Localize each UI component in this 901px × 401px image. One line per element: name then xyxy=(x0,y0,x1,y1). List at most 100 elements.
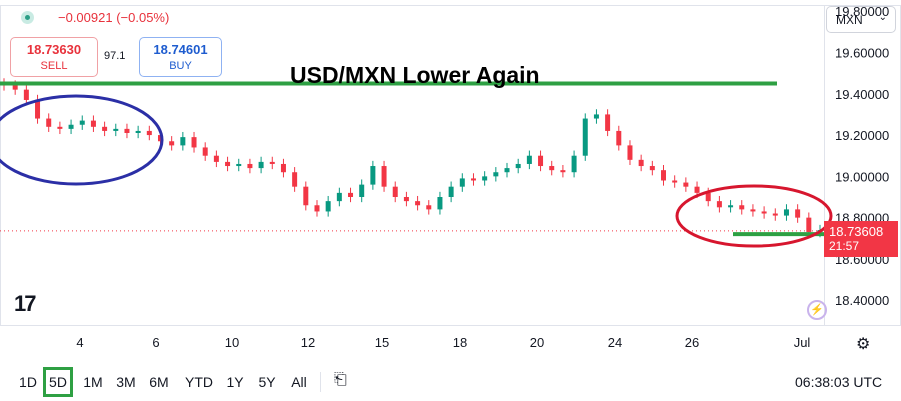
candle-body xyxy=(325,201,331,212)
x-tick-label: 20 xyxy=(530,335,544,350)
candle-body xyxy=(146,130,152,136)
candle-body xyxy=(269,161,275,164)
chart-frame xyxy=(0,5,901,326)
x-tick-label: 12 xyxy=(301,335,315,350)
utc-clock[interactable]: 06:38:03 UTC xyxy=(795,374,883,390)
range-button-all[interactable]: All xyxy=(291,374,307,390)
candle-body xyxy=(370,166,376,185)
candle-body xyxy=(23,89,29,100)
range-button-ytd[interactable]: YTD xyxy=(185,374,213,390)
buy-label: BUY xyxy=(169,60,192,72)
candle-body xyxy=(504,168,510,173)
candle-body xyxy=(12,85,18,90)
candle-body xyxy=(180,137,186,146)
range-button-1d[interactable]: 1D xyxy=(19,374,37,390)
candle-body xyxy=(672,180,678,183)
candle-body xyxy=(616,130,622,146)
y-tick-label: 19.00000 xyxy=(835,169,889,184)
candle-body xyxy=(493,172,499,177)
toolbar-divider xyxy=(320,372,321,392)
candle-body xyxy=(102,126,108,131)
candle-body xyxy=(772,213,778,216)
spread-value: 97.1 xyxy=(104,50,126,62)
range-button-5d[interactable]: 5D xyxy=(43,367,73,397)
candle-body xyxy=(348,192,354,197)
candle-body xyxy=(459,178,465,187)
candle-body xyxy=(403,197,409,202)
lightning-icon[interactable]: ⚡ xyxy=(807,300,827,320)
sell-button[interactable]: 18.73630 SELL xyxy=(10,37,98,77)
candle-body xyxy=(79,120,85,125)
candle-body xyxy=(482,176,488,181)
candle-body xyxy=(515,163,521,169)
range-button-5y[interactable]: 5Y xyxy=(258,374,276,390)
candle-body xyxy=(683,182,689,187)
highlight-circle-blue xyxy=(0,94,164,186)
x-tick-label: 18 xyxy=(453,335,467,350)
candle-body xyxy=(649,166,655,171)
candle-body xyxy=(783,209,789,216)
x-tick-label: 24 xyxy=(608,335,622,350)
candle-body xyxy=(113,128,119,131)
candle-body xyxy=(336,192,342,202)
candle-body xyxy=(303,186,309,206)
range-button-6m[interactable]: 6M xyxy=(149,374,169,390)
gear-icon[interactable]: ⚙ xyxy=(856,336,871,353)
chart-annotation-title: USD/MXN Lower Again xyxy=(290,62,540,88)
range-button-3m[interactable]: 3M xyxy=(116,374,136,390)
candle-body xyxy=(236,163,242,167)
buy-button[interactable]: 18.74601 BUY xyxy=(139,37,222,77)
calendar-icon[interactable]: ⎗ xyxy=(334,371,347,388)
candle-body xyxy=(470,178,476,181)
y-tick-label: 19.80000 xyxy=(835,4,889,19)
candle-body xyxy=(247,163,253,169)
candle-body xyxy=(750,209,756,212)
candle-body xyxy=(415,201,421,206)
tradingview-logo[interactable]: 17 xyxy=(14,291,37,316)
candle-body xyxy=(46,118,52,127)
candle-body xyxy=(35,99,41,119)
candle-body xyxy=(571,155,577,173)
candle-body xyxy=(213,155,219,162)
last-price-value: 18.73608 xyxy=(829,224,884,239)
currency-select[interactable]: MXN ⌄ xyxy=(826,6,896,33)
x-tick-label: 26 xyxy=(685,335,699,350)
candle-body xyxy=(605,114,611,131)
x-tick-label: 10 xyxy=(225,335,239,350)
buy-price: 18.74601 xyxy=(153,42,208,57)
candle-body xyxy=(90,120,96,127)
market-status-dot xyxy=(21,11,34,24)
candle-body xyxy=(739,205,745,210)
y-tick-label: 19.40000 xyxy=(835,87,889,102)
candle-body xyxy=(549,166,555,171)
candle-body xyxy=(705,192,711,202)
y-tick-label: 19.20000 xyxy=(835,128,889,143)
candle-body xyxy=(728,205,734,208)
candle-body xyxy=(538,155,544,167)
y-tick-label: 19.60000 xyxy=(835,45,889,60)
candle-body xyxy=(191,137,197,148)
range-button-1m[interactable]: 1M xyxy=(83,374,103,390)
candle-body xyxy=(124,128,130,133)
candle-body xyxy=(135,130,141,133)
candle-body xyxy=(292,172,298,187)
candle-body xyxy=(359,184,365,197)
candle-body xyxy=(57,126,63,129)
range-button-1y[interactable]: 1Y xyxy=(226,374,244,390)
candle-body xyxy=(448,186,454,197)
candle-body xyxy=(661,170,667,181)
candle-body xyxy=(638,159,644,167)
candle-body xyxy=(761,211,767,214)
candle-body xyxy=(202,147,208,156)
candle-body xyxy=(314,205,320,212)
candle-body xyxy=(68,124,74,129)
chevron-down-icon: ⌄ xyxy=(878,12,887,23)
y-tick-label: 18.40000 xyxy=(835,293,889,308)
candle-body xyxy=(795,209,801,218)
candle-body xyxy=(582,118,588,156)
candle-body xyxy=(627,145,633,160)
highlight-circle-red xyxy=(675,184,833,248)
candle-body xyxy=(806,217,812,233)
x-tick-label: Jul xyxy=(794,335,811,350)
